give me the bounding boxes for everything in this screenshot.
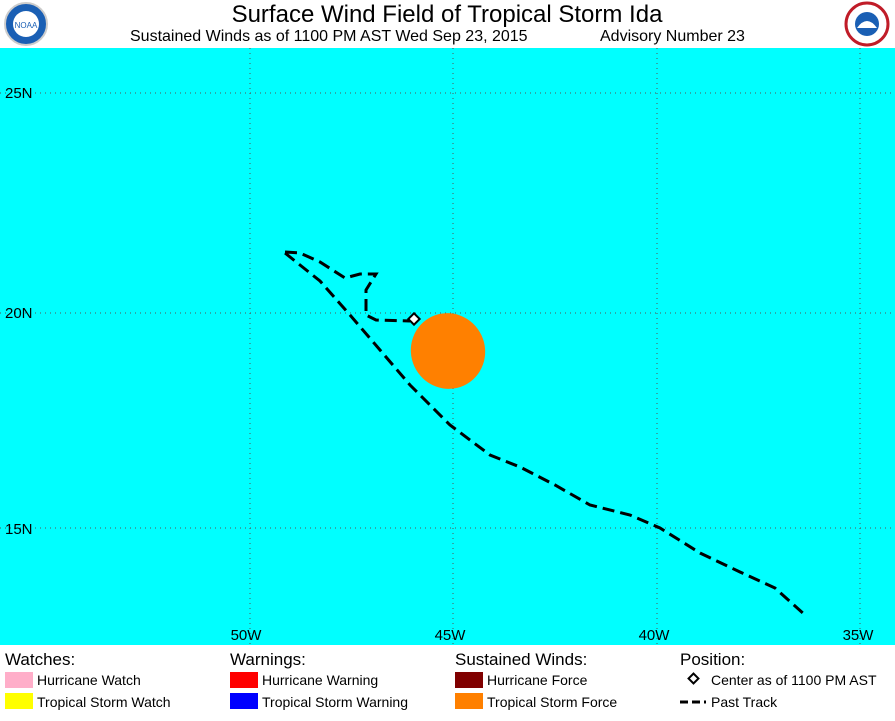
advisory: Advisory Number 23 bbox=[600, 28, 745, 45]
swatch bbox=[5, 672, 33, 688]
lat-label: 25N bbox=[5, 85, 33, 102]
swatch bbox=[455, 693, 483, 709]
legend: Watches: Hurricane Watch Tropical Storm … bbox=[5, 650, 877, 710]
lon-label: 35W bbox=[843, 627, 875, 644]
legend-heading: Watches: bbox=[5, 650, 75, 669]
legend-heading: Position: bbox=[680, 650, 745, 669]
title: Surface Wind Field of Tropical Storm Ida bbox=[232, 1, 663, 28]
storm-center bbox=[406, 311, 422, 327]
legend-item: Center as of 1100 PM AST bbox=[711, 672, 877, 688]
header-bg bbox=[0, 0, 895, 48]
grid bbox=[0, 48, 895, 645]
legend-item: Past Track bbox=[711, 694, 778, 710]
subtitle: Sustained Winds as of 1100 PM AST Wed Se… bbox=[130, 28, 528, 45]
legend-item: Hurricane Watch bbox=[37, 672, 141, 688]
lon-label: 40W bbox=[639, 627, 671, 644]
lat-label: 15N bbox=[5, 521, 33, 538]
ts-force-wind-field bbox=[410, 313, 486, 389]
legend-item: Tropical Storm Watch bbox=[37, 694, 171, 710]
legend-heading: Warnings: bbox=[230, 650, 306, 669]
logo-text: NOAA bbox=[15, 21, 38, 30]
past-track bbox=[284, 250, 807, 617]
legend-item: Tropical Storm Force bbox=[487, 694, 617, 710]
lon-label: 50W bbox=[231, 627, 263, 644]
noaa-logo: NOAA bbox=[4, 2, 48, 46]
center-symbol bbox=[687, 672, 700, 685]
swatch bbox=[230, 672, 258, 688]
legend-heading: Sustained Winds: bbox=[455, 650, 587, 669]
swatch bbox=[455, 672, 483, 688]
legend-item: Hurricane Force bbox=[487, 672, 588, 688]
legend-item: Hurricane Warning bbox=[262, 672, 378, 688]
legend-item: Tropical Storm Warning bbox=[262, 694, 408, 710]
swatch bbox=[230, 693, 258, 709]
lat-label: 20N bbox=[5, 305, 33, 322]
lon-label: 45W bbox=[435, 627, 467, 644]
swatch bbox=[5, 693, 33, 709]
nws-logo bbox=[844, 1, 890, 47]
